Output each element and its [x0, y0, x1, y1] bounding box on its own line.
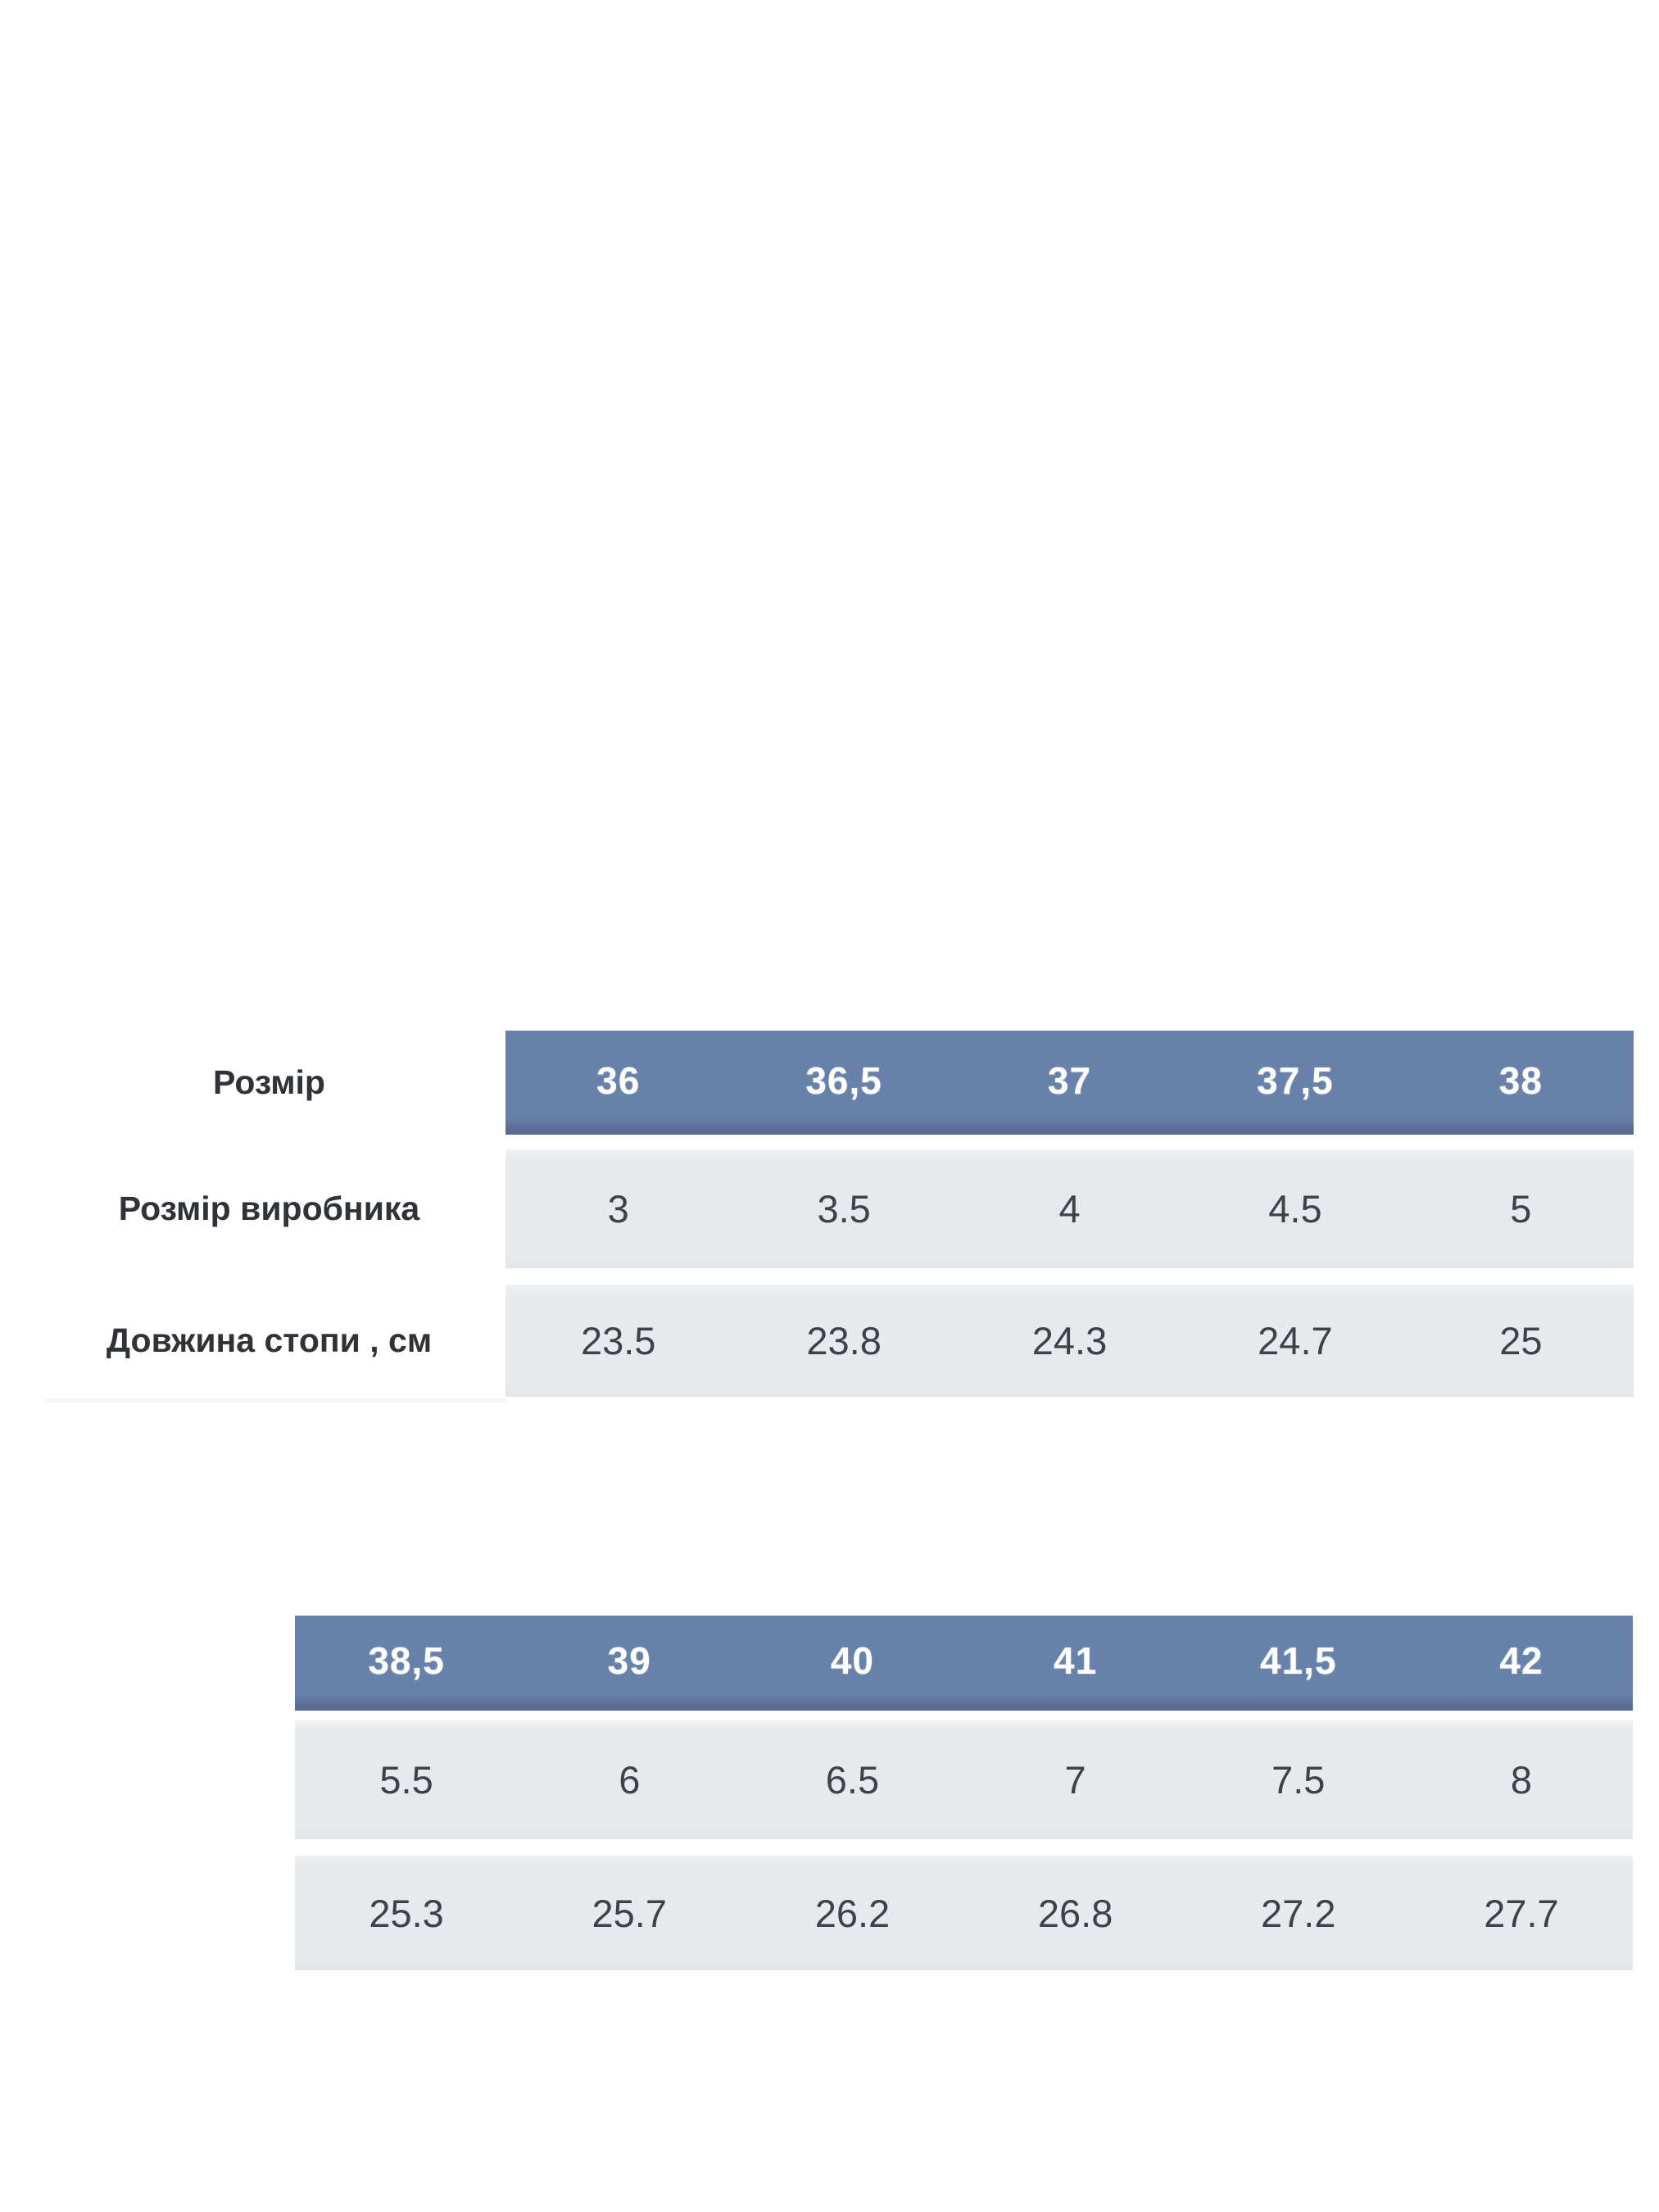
value-cell: 7: [1064, 1758, 1086, 1802]
header-cell: 36: [596, 1058, 641, 1102]
value-cell: 24.7: [1258, 1319, 1333, 1362]
upper-table-manufacturer-row: 3 3.5 4 4.5 5: [505, 1149, 1634, 1268]
value-cell: 25.7: [592, 1891, 667, 1935]
header-cell: 38: [1498, 1058, 1543, 1102]
row-label-manufacturer-size: Розмір виробника: [118, 1190, 420, 1227]
upper-table-foot-length-row: 23.5 23.8 24.3 24.7 25: [505, 1285, 1634, 1397]
value-cell: 25.3: [369, 1891, 444, 1935]
value-cell: 6: [619, 1758, 641, 1802]
value-cell: 8: [1510, 1758, 1533, 1802]
value-cell: 3.5: [817, 1187, 871, 1231]
label-column-divider: [45, 1398, 505, 1403]
value-cell: 27.7: [1484, 1891, 1559, 1935]
header-cell: 38,5: [368, 1639, 445, 1682]
value-cell: 6.5: [825, 1758, 880, 1802]
value-cell: 23.8: [806, 1319, 882, 1362]
value-cell: 4: [1058, 1187, 1081, 1231]
value-cell: 4.5: [1268, 1187, 1322, 1231]
header-cell: 37: [1047, 1058, 1092, 1102]
row-label-size: Розмір: [213, 1063, 325, 1101]
value-cell: 26.8: [1037, 1891, 1113, 1935]
value-cell: 23.5: [580, 1319, 656, 1362]
header-cell: 37,5: [1257, 1058, 1334, 1102]
upper-table-header-row: 36 36,5 37 37,5 38: [505, 1031, 1634, 1135]
value-cell: 26.2: [814, 1891, 891, 1935]
value-cell: 5.5: [379, 1758, 433, 1802]
header-cell: 39: [607, 1639, 651, 1682]
lower-table-manufacturer-row: 5.5 6 6.5 7 7.5 8: [295, 1720, 1633, 1839]
header-cell: 36,5: [805, 1058, 882, 1102]
lower-table-foot-length-row: 25.3 25.7 26.2 26.8 27.2 27.7: [295, 1856, 1633, 1970]
row-label-foot-length: Довжина стопи , см: [106, 1321, 433, 1359]
value-cell: 5: [1510, 1187, 1532, 1231]
value-cell: 3: [607, 1187, 629, 1231]
header-cell: 40: [830, 1639, 875, 1682]
value-cell: 7.5: [1271, 1758, 1326, 1802]
value-cell: 25: [1499, 1319, 1543, 1362]
value-cell: 24.3: [1031, 1319, 1108, 1362]
value-cell: 27.2: [1261, 1891, 1336, 1935]
header-cell: 42: [1499, 1639, 1543, 1682]
lower-table-header-row: 38,5 39 40 41 41,5 42: [295, 1616, 1633, 1711]
header-cell: 41: [1054, 1639, 1098, 1682]
header-cell: 41,5: [1260, 1639, 1337, 1682]
